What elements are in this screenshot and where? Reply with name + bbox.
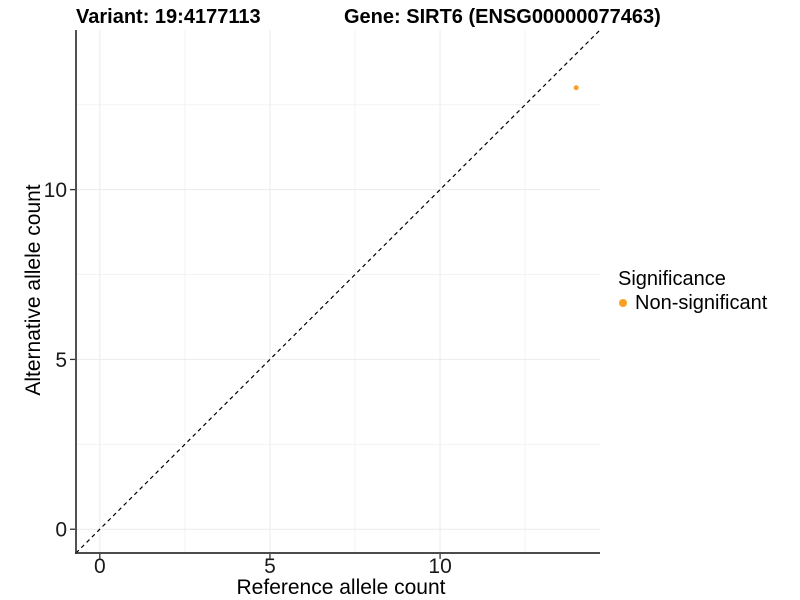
x-tick-label: 5: [264, 555, 276, 578]
identity-reference-line: [75, 29, 601, 554]
legend-title: Significance: [618, 268, 726, 290]
y-axis-title: Alternative allele count: [22, 184, 45, 396]
y-tick-label: 5: [55, 349, 67, 372]
legend-item: Non-significant: [618, 292, 767, 314]
plot-title-variant: Variant: 19:4177113: [76, 6, 261, 28]
plot-title-gene: Gene: SIRT6 (ENSG00000077463): [344, 6, 661, 28]
data-point: [573, 85, 579, 91]
legend-item-label: Non-significant: [635, 292, 768, 314]
circle-icon: [619, 299, 627, 307]
legend: Significance Non-significant: [618, 268, 767, 314]
y-tick-label: 0: [55, 519, 67, 542]
legend-items: Non-significant: [618, 292, 767, 314]
x-tick-label: 0: [94, 555, 106, 578]
x-axis-title: Reference allele count: [236, 576, 446, 599]
x-tick-label: 10: [428, 555, 451, 578]
y-tick-label: 10: [44, 179, 67, 202]
